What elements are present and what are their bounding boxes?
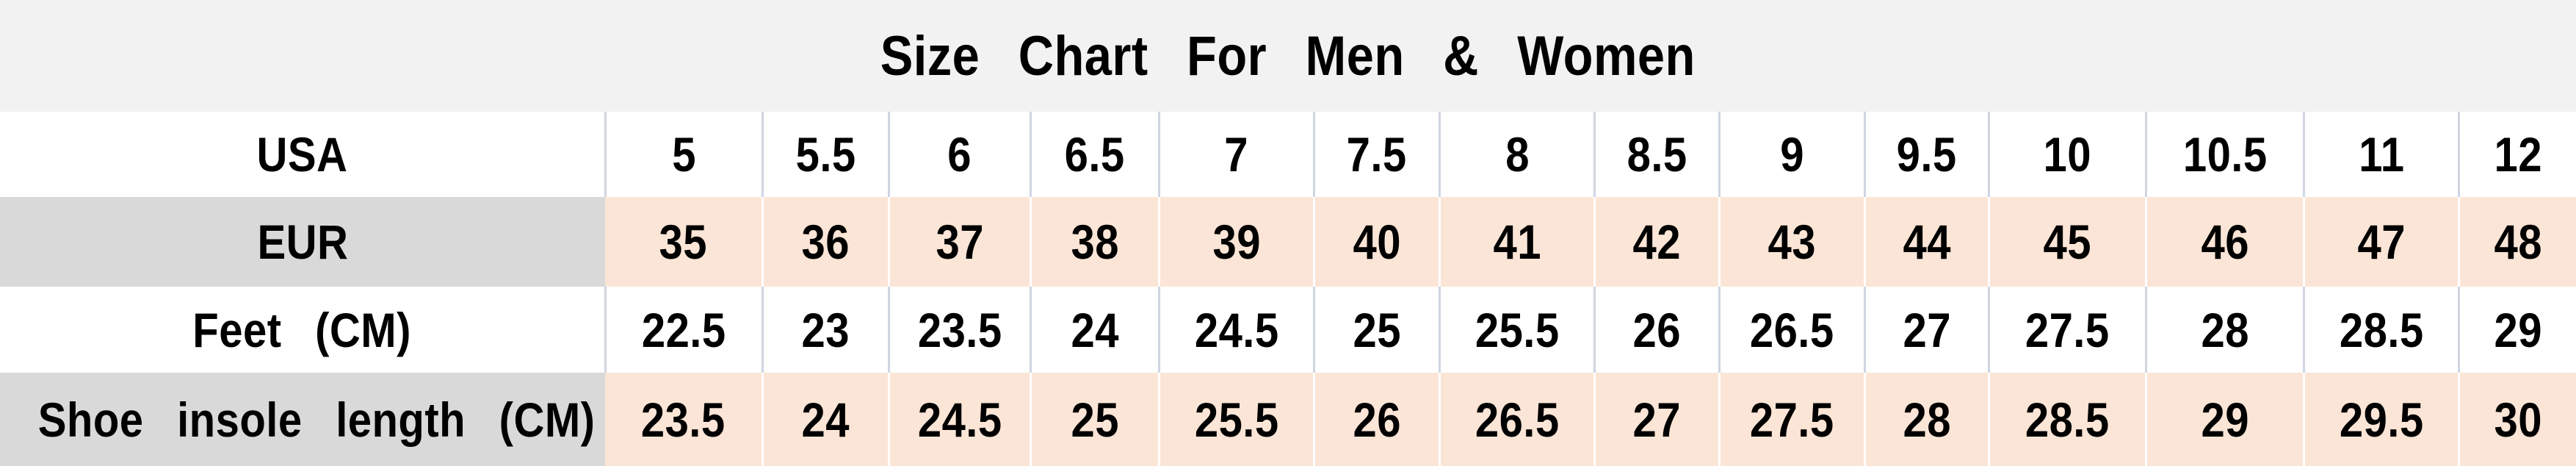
size-value-cell: 9 bbox=[1718, 112, 1865, 197]
size-value-cell: 23 bbox=[761, 287, 889, 373]
size-value-cell: 36 bbox=[761, 197, 889, 287]
size-value-cell: 27 bbox=[1593, 373, 1720, 466]
size-value-cell: 24.5 bbox=[887, 373, 1031, 466]
title-row: Size Chart For Men & Women bbox=[0, 0, 2576, 112]
size-value-cell: 27.5 bbox=[1718, 373, 1865, 466]
size-value-cell: 45 bbox=[1987, 197, 2146, 287]
size-value-cell: 37 bbox=[887, 197, 1031, 287]
size-value-cell: 25.5 bbox=[1439, 287, 1595, 373]
size-value-cell: 39 bbox=[1158, 197, 1314, 287]
size-value-cell: 26.5 bbox=[1439, 373, 1595, 466]
size-value-cell: 30 bbox=[2457, 373, 2576, 466]
size-value-cell: 24.5 bbox=[1158, 287, 1314, 373]
table-row-eur: EUR 35 36 37 38 39 40 41 42 43 44 45 46 … bbox=[0, 197, 2576, 287]
size-value-cell: 46 bbox=[2144, 197, 2304, 287]
size-value-cell: 35 bbox=[605, 197, 763, 287]
size-value-cell: 28.5 bbox=[1987, 373, 2146, 466]
size-value-cell: 5 bbox=[604, 112, 763, 197]
table-title: Size Chart For Men & Women bbox=[0, 0, 2576, 112]
size-value-cell: 25 bbox=[1312, 287, 1440, 373]
table-row-usa: USA 5 5.5 6 6.5 7 7.5 8 8.5 9 9.5 10 10.… bbox=[0, 112, 2576, 197]
size-value-cell: 12 bbox=[2457, 112, 2576, 197]
table-row-feet-cm: Feet (CM) 22.5 23 23.5 24 24.5 25 25.5 2… bbox=[0, 287, 2576, 373]
size-value-cell: 47 bbox=[2303, 197, 2459, 287]
size-value-cell: 24 bbox=[761, 373, 889, 466]
size-value-cell: 29 bbox=[2144, 373, 2304, 466]
size-value-cell: 40 bbox=[1312, 197, 1440, 287]
size-value-cell: 26 bbox=[1312, 373, 1440, 466]
size-value-cell: 48 bbox=[2457, 197, 2576, 287]
size-value-cell: 44 bbox=[1864, 197, 1989, 287]
size-value-cell: 8 bbox=[1439, 112, 1595, 197]
row-label-eur: EUR bbox=[0, 197, 606, 287]
size-value-cell: 5.5 bbox=[761, 112, 889, 197]
size-value-cell: 25 bbox=[1029, 373, 1159, 466]
size-value-cell: 22.5 bbox=[604, 287, 763, 373]
row-label-shoe-insole-length-cm: Shoe insole length (CM) bbox=[0, 373, 606, 466]
size-value-cell: 10 bbox=[1987, 112, 2146, 197]
size-value-cell: 24 bbox=[1029, 287, 1159, 373]
size-value-cell: 28.5 bbox=[2303, 287, 2459, 373]
size-value-cell: 7 bbox=[1158, 112, 1314, 197]
size-value-cell: 23.5 bbox=[605, 373, 763, 466]
size-value-cell: 6 bbox=[887, 112, 1031, 197]
size-value-cell: 10.5 bbox=[2144, 112, 2304, 197]
size-value-cell: 23.5 bbox=[887, 287, 1031, 373]
size-value-cell: 11 bbox=[2303, 112, 2459, 197]
size-value-cell: 41 bbox=[1439, 197, 1595, 287]
size-value-cell: 29.5 bbox=[2303, 373, 2459, 466]
size-value-cell: 8.5 bbox=[1593, 112, 1720, 197]
size-value-cell: 25.5 bbox=[1158, 373, 1314, 466]
size-value-cell: 43 bbox=[1718, 197, 1865, 287]
size-value-cell: 28 bbox=[1864, 373, 1989, 466]
size-value-cell: 27.5 bbox=[1987, 287, 2146, 373]
size-value-cell: 6.5 bbox=[1029, 112, 1159, 197]
size-value-cell: 28 bbox=[2144, 287, 2304, 373]
size-value-cell: 38 bbox=[1029, 197, 1159, 287]
row-label-feet-cm: Feet (CM) bbox=[0, 287, 606, 373]
size-value-cell: 7.5 bbox=[1312, 112, 1440, 197]
size-value-cell: 42 bbox=[1593, 197, 1720, 287]
table-title-text: Size Chart For Men & Women bbox=[880, 24, 1696, 87]
table-row-shoe-insole-length-cm: Shoe insole length (CM) 23.5 24 24.5 25 … bbox=[0, 373, 2576, 466]
size-value-cell: 26.5 bbox=[1718, 287, 1865, 373]
size-value-cell: 9.5 bbox=[1864, 112, 1989, 197]
size-value-cell: 29 bbox=[2457, 287, 2576, 373]
size-value-cell: 26 bbox=[1593, 287, 1720, 373]
row-label-usa: USA bbox=[0, 112, 606, 197]
size-value-cell: 27 bbox=[1864, 287, 1989, 373]
